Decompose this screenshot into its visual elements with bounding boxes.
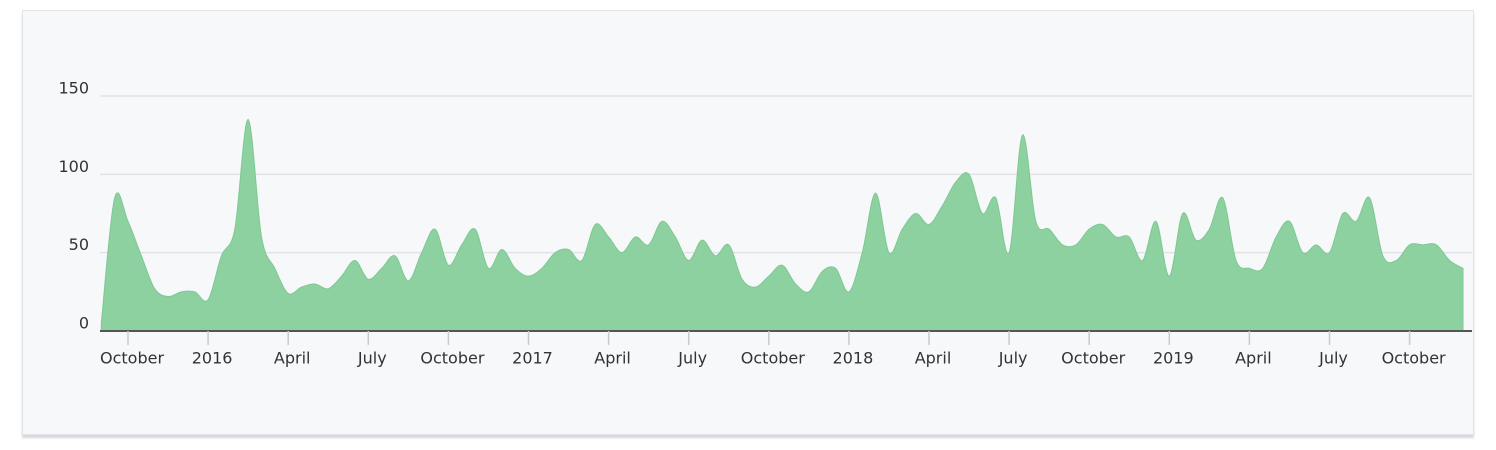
x-tick-label: October	[741, 349, 805, 368]
x-tick-label: April	[1235, 349, 1272, 368]
x-tick-label: April	[594, 349, 631, 368]
x-tick-label: July	[998, 349, 1028, 368]
x-tick-label: 2018	[833, 349, 874, 368]
x-tick-label: October	[1382, 349, 1446, 368]
area	[100, 118, 1464, 332]
x-tick-label: October	[100, 349, 164, 368]
x-tick-label: July	[677, 349, 707, 368]
x-tick-label: July	[357, 349, 387, 368]
x-tick-label: 2016	[192, 349, 233, 368]
x-tick-label: October	[1061, 349, 1125, 368]
y-tick-label: 0	[79, 314, 89, 333]
chart-panel	[22, 10, 1474, 435]
y-tick-label: 100	[58, 157, 89, 176]
y-tick-label: 150	[58, 79, 89, 98]
x-tick-label: July	[1318, 349, 1348, 368]
x-tick-label: October	[420, 349, 484, 368]
x-tick-label: April	[915, 349, 952, 368]
x-tick-label: 2019	[1153, 349, 1194, 368]
x-tick-label: April	[274, 349, 311, 368]
y-tick-label: 50	[69, 235, 89, 254]
x-tick-label: 2017	[512, 349, 553, 368]
